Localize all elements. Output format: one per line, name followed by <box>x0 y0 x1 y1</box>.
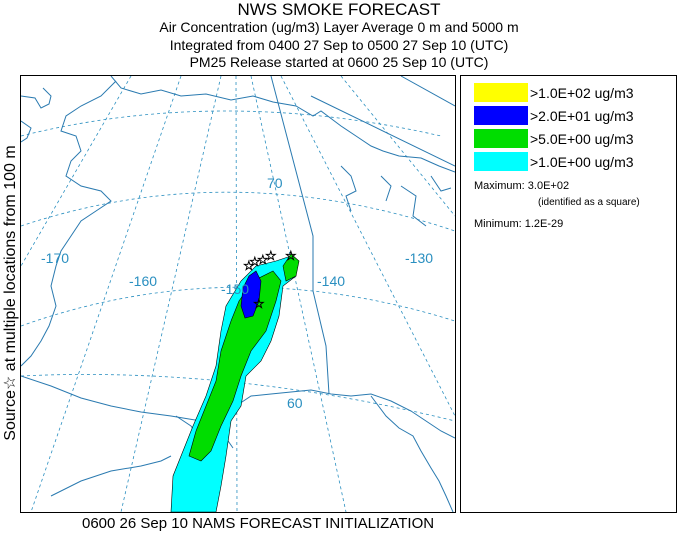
latitude-line-60 <box>21 374 455 422</box>
source-star-icon: ☆ <box>285 248 297 263</box>
latitude-label: 70 <box>267 175 283 191</box>
coordinate-labels: -170 -160 -150 -140 -130 70 60 <box>41 175 433 411</box>
longitude-label: -130 <box>405 250 433 266</box>
maximum-value: Maximum: 3.0E+02 <box>474 180 570 192</box>
smoke-plume <box>170 253 300 512</box>
initialization-footer: 0600 26 Sep 10 NAMS FORECAST INITIALIZAT… <box>82 515 435 532</box>
coast-west-alaska <box>21 80 117 367</box>
longitude-label: -160 <box>129 273 157 289</box>
longitude-line-160 <box>120 76 222 512</box>
source-star-icon: ☆ <box>243 258 255 273</box>
forecast-title: NWS SMOKE FORECAST <box>237 0 441 19</box>
legend-label: >1.0E+02 ug/m3 <box>530 84 634 101</box>
source-star-icon: ☆ <box>257 252 269 267</box>
legend-item: >5.0E+00 ug/m3 <box>474 129 634 148</box>
source-markers: ☆ ☆ ☆ ☆ ☆ ☆ <box>243 248 297 312</box>
coast-canada-arctic <box>310 76 455 167</box>
plume-level-3 <box>188 270 282 462</box>
coast-aleutians <box>50 455 172 497</box>
longitude-line-170 <box>30 76 182 512</box>
coast-north-alaska <box>110 76 455 173</box>
source-star-icon: ☆ <box>253 296 265 311</box>
longitude-line-180 <box>21 76 132 267</box>
legend-label: >1.0E+00 ug/m3 <box>530 153 634 170</box>
integration-period: Integrated from 0400 27 Sep to 0500 27 S… <box>169 37 509 53</box>
legend-swatch-cyan <box>474 152 528 171</box>
maximum-note: (identified as a square) <box>538 197 640 208</box>
smoke-map: ☆ ☆ ☆ ☆ ☆ ☆ -170 -160 -150 -140 -130 70 … <box>20 75 456 513</box>
source-star-icon: ☆ <box>265 248 277 263</box>
coast-chukotka <box>21 87 52 109</box>
legend-label: >2.0E+01 ug/m3 <box>530 107 634 124</box>
legend-label: >5.0E+00 ug/m3 <box>530 130 634 147</box>
coast-gulf-of-alaska <box>21 375 455 439</box>
coast-chukotka-south <box>21 120 32 143</box>
plume-east-cell <box>282 253 300 282</box>
longitude-line-130 <box>280 76 455 417</box>
latitude-line-75 <box>21 110 442 137</box>
coast-mackenzie <box>340 165 452 227</box>
legend-swatch-green <box>474 129 528 148</box>
map-canvas: ☆ ☆ ☆ ☆ ☆ ☆ -170 -160 -150 -140 -130 70 … <box>21 76 455 512</box>
longitude-line-140 <box>250 76 347 512</box>
legend-item: >1.0E+02 ug/m3 <box>474 83 634 102</box>
legend-item: >2.0E+01 ug/m3 <box>474 106 634 125</box>
plume-level-2 <box>240 270 262 319</box>
us-canada-border <box>270 76 330 395</box>
longitude-label: -140 <box>317 273 345 289</box>
legend: >1.0E+02 ug/m3 >2.0E+01 ug/m3 >5.0E+00 u… <box>460 75 677 513</box>
release-start: PM25 Release started at 0600 25 Sep 10 (… <box>189 54 489 70</box>
minimum-value: Minimum: 1.2E-29 <box>474 218 564 230</box>
longitude-line-120 <box>340 76 455 217</box>
source-star-icon: ☆ <box>249 254 261 269</box>
legend-item: >1.0E+00 ug/m3 <box>474 152 634 171</box>
latitude-line-65 <box>21 286 455 327</box>
legend-swatch-blue <box>474 106 528 125</box>
latitude-label: 60 <box>287 395 303 411</box>
legend-swatch-yellow <box>474 83 528 102</box>
longitude-label: -170 <box>41 250 69 266</box>
latitude-line-70 <box>21 191 455 232</box>
longitude-label: -150 <box>221 281 249 297</box>
concentration-subtitle: Air Concentration (ug/m3) Layer Average … <box>159 19 519 35</box>
coast-southeast-alaska <box>370 395 454 512</box>
source-label: Source☆ at multiple locations from 100 m <box>2 145 19 441</box>
